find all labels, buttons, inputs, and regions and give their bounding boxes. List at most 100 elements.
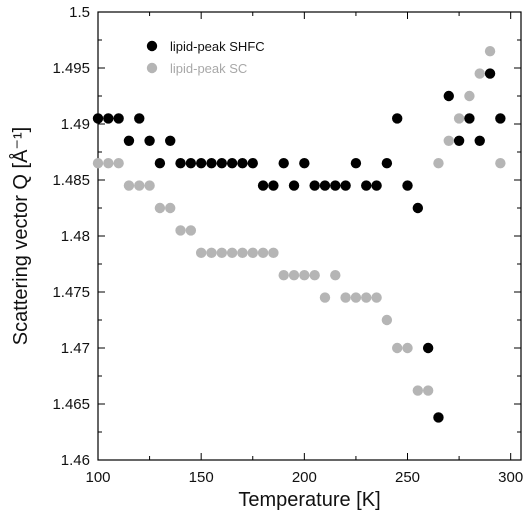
data-point [288, 270, 300, 281]
data-point [154, 202, 166, 214]
data-point [247, 158, 258, 169]
data-point [309, 270, 320, 281]
plot-frame [97, 11, 522, 461]
data-point [350, 292, 362, 303]
data-point [226, 247, 238, 258]
data-point [330, 180, 341, 191]
x-tick-label: 250 [395, 469, 420, 486]
data-point [103, 113, 114, 124]
data-point [237, 158, 248, 169]
data-point [319, 180, 331, 191]
data-point [206, 158, 217, 169]
x-axis-title: Temperature [K] [238, 489, 380, 511]
data-point [309, 180, 320, 191]
data-point [402, 342, 413, 354]
data-point [257, 247, 269, 258]
data-point [484, 68, 496, 79]
data-point [195, 247, 207, 258]
y-tick-label: 1.495 [52, 60, 90, 77]
data-point [443, 90, 454, 102]
axis-tick-labels: 100 150 200 250 300 1.46 1.465 1.47 1.475 1.48 1.4… [52, 4, 523, 486]
data-point [216, 158, 228, 169]
data-point [185, 158, 197, 169]
series-lipid-peak-sc [92, 46, 506, 396]
data-point [422, 342, 434, 354]
data-point [165, 202, 176, 214]
data-point [195, 158, 207, 169]
y-tick-label: 1.465 [52, 396, 90, 413]
data-point [237, 247, 248, 258]
data-point [165, 135, 176, 146]
data-point [278, 270, 289, 281]
data-point [464, 113, 475, 124]
y-tick-label: 1.46 [61, 452, 90, 469]
data-point [495, 158, 506, 169]
data-point [92, 158, 104, 169]
data-point [268, 180, 279, 191]
x-tick-label: 300 [498, 469, 523, 486]
data-point [484, 46, 496, 57]
data-point [299, 158, 310, 169]
data-point [361, 180, 372, 191]
y-tick-label: 1.5 [69, 4, 90, 21]
x-tick-label: 100 [85, 469, 110, 486]
data-point [134, 180, 145, 191]
x-tick-label: 150 [189, 469, 214, 486]
data-point [340, 292, 351, 303]
data-point [391, 342, 403, 354]
data-point [247, 247, 258, 258]
data-point [350, 158, 362, 169]
legend-label: lipid-peak SC [170, 61, 247, 76]
data-point [443, 135, 454, 146]
data-point [288, 180, 300, 191]
data-point [134, 113, 145, 124]
data-points [92, 46, 506, 423]
data-point [371, 292, 382, 303]
data-point [464, 90, 475, 102]
data-point [319, 292, 331, 303]
data-point [433, 412, 444, 423]
data-point [299, 270, 310, 281]
data-point [185, 225, 197, 236]
data-point [144, 135, 155, 146]
data-point [453, 135, 465, 146]
axis-ticks [97, 11, 521, 461]
y-tick-label: 1.49 [61, 116, 90, 133]
legend-marker [146, 40, 158, 52]
y-tick-label: 1.47 [61, 340, 90, 357]
data-point [381, 158, 393, 169]
data-point [381, 314, 393, 326]
legend: lipid-peak SHFC lipid-peak SC [146, 39, 265, 76]
data-point [278, 158, 289, 169]
data-point [103, 158, 114, 169]
data-point [123, 135, 135, 146]
data-point [123, 180, 135, 191]
y-tick-label: 1.475 [52, 284, 90, 301]
data-point [453, 113, 465, 124]
data-point [175, 158, 186, 169]
data-point [340, 180, 351, 191]
data-point [113, 158, 124, 169]
data-point [412, 202, 424, 214]
series-lipid-peak-shfc [92, 68, 506, 423]
legend-marker [146, 62, 158, 74]
y-tick-label: 1.48 [61, 228, 90, 245]
data-point [226, 158, 238, 169]
x-tick-label: 200 [292, 469, 317, 486]
data-point [402, 180, 413, 191]
data-point [113, 113, 124, 124]
data-point [175, 225, 186, 236]
data-point [206, 247, 217, 258]
data-point [92, 113, 104, 124]
data-point [361, 292, 372, 303]
data-point [144, 180, 155, 191]
legend-label: lipid-peak SHFC [170, 39, 265, 54]
data-point [154, 158, 166, 169]
data-point [474, 135, 485, 146]
data-point [422, 385, 434, 396]
data-point [257, 180, 269, 191]
data-point [474, 68, 485, 79]
data-point [268, 247, 279, 258]
data-point [216, 247, 228, 258]
